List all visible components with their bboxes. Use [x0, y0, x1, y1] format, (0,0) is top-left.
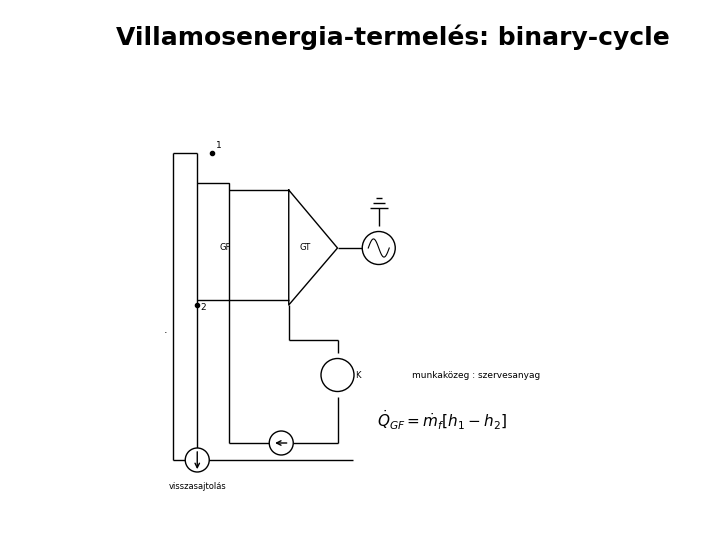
Circle shape	[321, 359, 354, 392]
Text: .: .	[163, 325, 167, 335]
Text: 1: 1	[216, 141, 222, 150]
Circle shape	[269, 431, 293, 455]
Text: GT: GT	[300, 244, 311, 253]
Text: Villamosenergia-termelés: binary-cycle: Villamosenergia-termelés: binary-cycle	[116, 25, 670, 51]
Text: GF: GF	[219, 244, 230, 253]
Text: munkaközeg : szervesanyag: munkaközeg : szervesanyag	[413, 370, 541, 380]
Text: $\dot{Q}_{GF} = \dot{m}_f[h_1 - h_2]$: $\dot{Q}_{GF} = \dot{m}_f[h_1 - h_2]$	[377, 408, 508, 431]
Text: visszasajtolás: visszasajtolás	[168, 482, 226, 491]
Circle shape	[185, 448, 210, 472]
Text: K: K	[356, 370, 361, 380]
Bar	[197, 183, 229, 300]
Circle shape	[362, 232, 395, 265]
Text: 2: 2	[200, 303, 206, 312]
